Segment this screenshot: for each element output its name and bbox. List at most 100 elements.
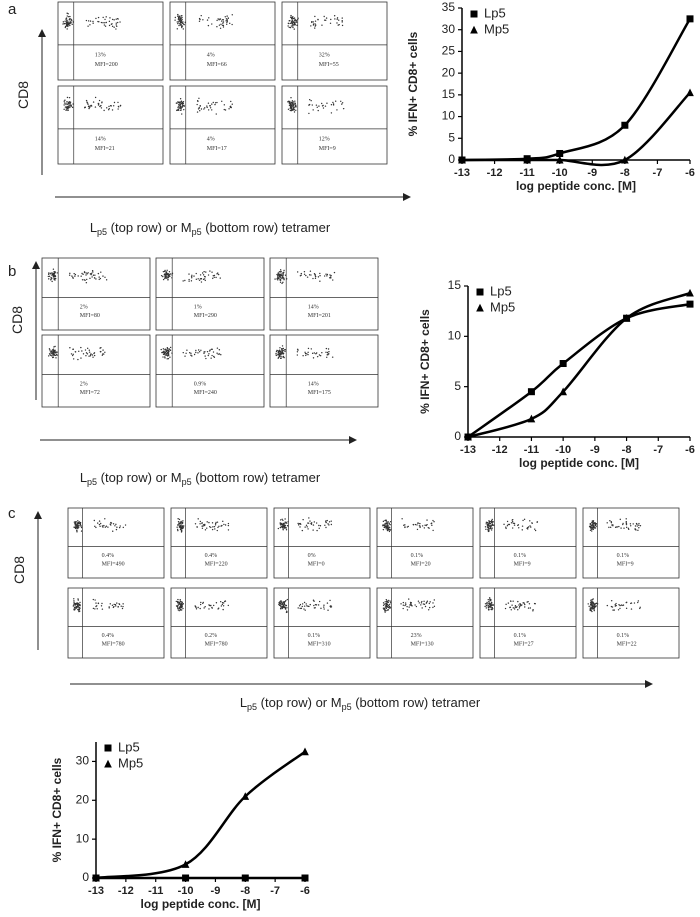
event-dot (121, 607, 124, 610)
event-dot (591, 606, 594, 608)
y-axis-title: % IFN+ CD8+ cells (406, 31, 420, 136)
flow-frame (155, 257, 265, 331)
event-dot (505, 527, 507, 530)
event-dot (315, 604, 318, 606)
event-dot (73, 600, 75, 602)
event-dot (302, 518, 304, 521)
event-dot (179, 523, 181, 525)
event-dot (108, 606, 110, 608)
x-tick-label: -7 (270, 885, 280, 897)
event-dot (220, 525, 222, 527)
event-dot (590, 528, 593, 530)
event-dot (54, 275, 56, 277)
event-dot (615, 526, 618, 528)
event-dot (92, 22, 94, 24)
event-dot (281, 277, 283, 280)
event-dot (72, 358, 75, 360)
event-dot (341, 103, 343, 105)
event-dot (308, 517, 310, 519)
event-dot (90, 273, 92, 276)
event-dot (389, 602, 392, 604)
x-tick-label: -9 (590, 444, 600, 456)
event-dot (79, 522, 81, 525)
event-dot (634, 528, 636, 530)
event-dot (279, 278, 281, 281)
gate-mfi: MFI=240 (194, 390, 217, 396)
event-dot (77, 275, 79, 277)
event-dot (48, 348, 51, 350)
event-dot (432, 602, 434, 604)
event-dot (385, 604, 388, 606)
event-dot (622, 522, 624, 525)
flow-plot: 0.1% MFI=22 (582, 587, 680, 659)
event-dot (319, 272, 321, 275)
event-dot (385, 526, 388, 528)
flow-frame (281, 1, 388, 81)
event-dot (591, 610, 593, 613)
event-dot (297, 607, 299, 609)
event-dot (184, 21, 186, 24)
event-dot (426, 601, 428, 604)
event-dot (337, 24, 339, 26)
event-dot (280, 271, 282, 273)
event-dot (52, 272, 55, 275)
event-dot (290, 104, 292, 106)
event-dot (284, 526, 286, 528)
event-dot (489, 605, 491, 608)
event-dot (388, 605, 391, 608)
flow-frame (57, 85, 164, 165)
legend-marker (470, 10, 478, 18)
event-dot (592, 605, 594, 607)
event-dot (488, 597, 491, 599)
event-dot (94, 96, 97, 99)
event-dot (383, 524, 385, 527)
event-dot (280, 352, 282, 354)
event-dot (50, 352, 52, 354)
event-dot (489, 526, 492, 528)
event-dot (77, 527, 79, 530)
series-line (467, 302, 691, 439)
gate-mfi: MFI=9 (514, 561, 531, 567)
event-dot (93, 354, 96, 357)
event-dot (109, 17, 111, 19)
series-line (95, 750, 306, 880)
event-dot (216, 101, 218, 104)
event-dot (63, 22, 65, 25)
event-dot (293, 111, 296, 113)
event-dot (285, 526, 287, 529)
event-dot (430, 522, 432, 525)
event-dot (199, 110, 201, 112)
x-axis-label-part: p5 (97, 227, 107, 237)
event-dot (281, 348, 284, 350)
event-dot (609, 520, 611, 522)
event-dot (638, 522, 640, 525)
event-dot (184, 279, 186, 282)
event-dot (289, 16, 292, 18)
event-dot (293, 28, 295, 30)
gate-percent: 2% (80, 304, 88, 310)
event-dot (160, 348, 162, 351)
event-dot (85, 99, 88, 102)
event-dot (211, 354, 213, 357)
event-dot (104, 22, 106, 24)
gate-percent: 0.1% (514, 633, 527, 639)
event-dot (68, 274, 71, 276)
event-dot (214, 103, 216, 106)
event-dot (163, 270, 166, 273)
event-dot (222, 26, 225, 28)
event-dot (204, 107, 206, 109)
event-dot (491, 606, 494, 609)
event-dot (292, 101, 294, 103)
event-dot (182, 351, 184, 354)
event-dot (188, 352, 191, 354)
event-dot (277, 527, 280, 530)
event-dot (619, 518, 621, 521)
event-dot (323, 15, 325, 18)
event-dot (224, 524, 227, 526)
event-dot (279, 523, 282, 525)
y-tick-label: 5 (454, 379, 461, 393)
event-dot (115, 605, 117, 607)
event-dot (304, 609, 306, 611)
event-dot (169, 356, 171, 358)
marker (92, 873, 100, 882)
